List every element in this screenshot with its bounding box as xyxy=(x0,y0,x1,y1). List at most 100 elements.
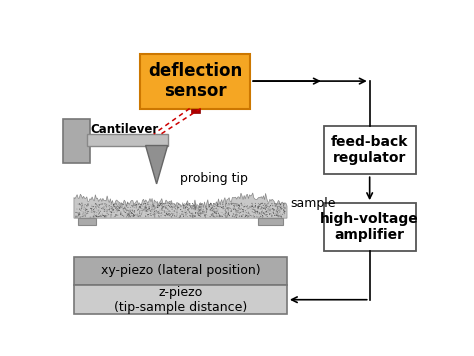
Point xyxy=(97,208,104,214)
Point xyxy=(262,212,270,218)
Point xyxy=(192,210,200,215)
Point xyxy=(116,202,124,208)
Point xyxy=(179,209,186,215)
Point xyxy=(237,210,244,215)
Point xyxy=(196,201,203,206)
Point xyxy=(199,208,207,214)
Point xyxy=(233,214,240,220)
Point xyxy=(136,205,144,210)
Point xyxy=(93,204,101,209)
Point xyxy=(102,214,110,220)
Point xyxy=(161,204,168,210)
Bar xyxy=(324,126,416,174)
Point xyxy=(252,210,260,215)
Point xyxy=(274,212,282,218)
Point xyxy=(124,208,131,213)
Point xyxy=(128,210,136,216)
Point xyxy=(271,213,279,218)
Point xyxy=(232,213,239,219)
Point xyxy=(210,213,218,219)
Point xyxy=(208,207,216,213)
Point xyxy=(171,204,179,210)
Point xyxy=(84,201,91,207)
Point xyxy=(245,214,252,219)
Point xyxy=(182,205,190,210)
Point xyxy=(202,208,210,213)
Point xyxy=(92,206,100,211)
Point xyxy=(253,212,260,218)
Point xyxy=(112,204,119,210)
Point xyxy=(185,209,193,215)
Point xyxy=(113,208,121,214)
Point xyxy=(163,203,171,208)
Point xyxy=(273,208,280,213)
Point xyxy=(275,201,283,207)
Point xyxy=(165,211,173,217)
Point xyxy=(262,203,270,209)
Point xyxy=(186,210,193,215)
Point xyxy=(78,202,86,208)
Point xyxy=(131,201,139,207)
Point xyxy=(158,210,165,216)
Point xyxy=(222,201,229,207)
Point xyxy=(184,207,191,213)
Point xyxy=(182,212,190,218)
Point xyxy=(228,214,236,219)
Point xyxy=(280,209,288,215)
Point xyxy=(206,214,214,220)
Point xyxy=(116,204,123,210)
Point xyxy=(82,205,90,211)
Point xyxy=(271,201,279,206)
Point xyxy=(165,211,173,216)
Point xyxy=(202,211,210,217)
Point xyxy=(155,214,163,220)
Point xyxy=(254,214,262,220)
Point xyxy=(230,211,237,217)
Point xyxy=(141,201,148,206)
Point xyxy=(168,210,175,216)
Point xyxy=(208,208,216,214)
Point xyxy=(280,213,288,219)
Point xyxy=(276,213,283,219)
Point xyxy=(257,206,265,211)
Point xyxy=(177,207,184,213)
Point xyxy=(191,206,199,211)
Point xyxy=(138,210,146,216)
Point xyxy=(98,214,105,219)
Point xyxy=(78,206,85,211)
Point xyxy=(199,210,207,216)
Point xyxy=(78,200,86,206)
Point xyxy=(79,211,86,217)
Point xyxy=(143,208,150,213)
Point xyxy=(90,213,97,219)
Point xyxy=(160,208,168,214)
Point xyxy=(129,204,137,210)
Point xyxy=(104,203,112,208)
Point xyxy=(214,204,221,209)
Point xyxy=(261,201,268,207)
Point xyxy=(78,208,85,214)
Point xyxy=(208,212,215,218)
Point xyxy=(201,213,209,218)
Point xyxy=(262,213,270,218)
Point xyxy=(159,205,166,211)
Point xyxy=(211,210,219,216)
Point xyxy=(256,214,264,220)
Point xyxy=(113,207,121,213)
Point xyxy=(248,205,255,211)
Point xyxy=(146,204,154,210)
Point xyxy=(260,206,267,211)
Point xyxy=(250,210,258,215)
Point xyxy=(162,204,169,210)
Point xyxy=(118,205,126,210)
Point xyxy=(263,210,270,215)
Point xyxy=(114,204,122,209)
Point xyxy=(213,203,221,209)
Point xyxy=(231,206,239,212)
Point xyxy=(252,200,259,206)
Point xyxy=(196,204,203,210)
Point xyxy=(117,204,125,210)
Point xyxy=(234,208,242,214)
Point xyxy=(193,207,201,213)
Point xyxy=(135,212,143,218)
